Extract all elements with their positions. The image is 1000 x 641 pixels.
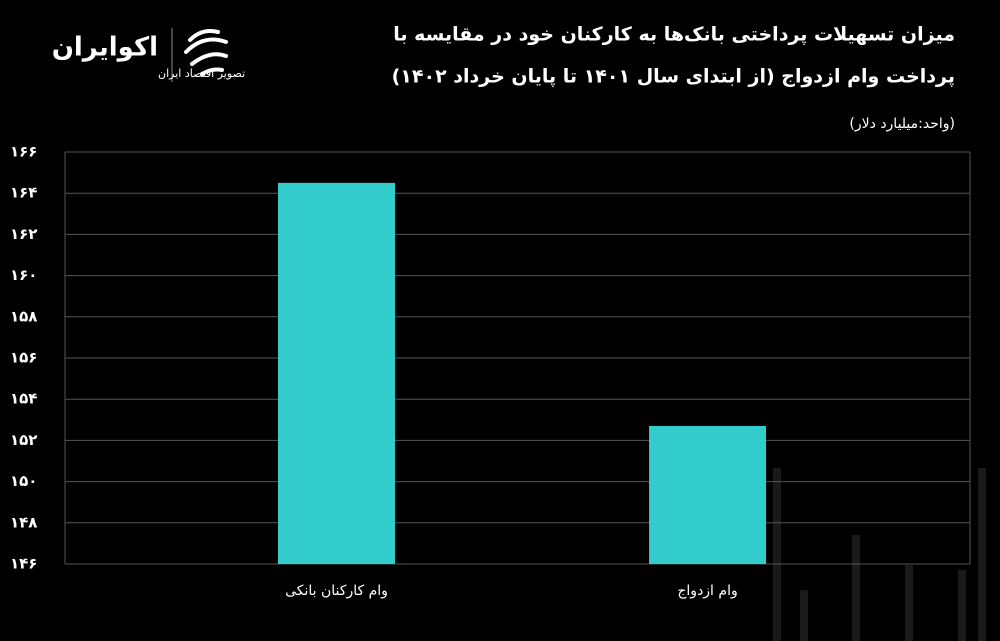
- chart-title: میزان تسهیلات پرداختی بانک‌ها به کارکنان…: [393, 24, 955, 46]
- y-tick-label: ۱۵۴: [10, 390, 37, 408]
- y-tick-label: ۱۶۴: [10, 184, 37, 202]
- chart-subtitle: (واحد:میلیارد دلار): [849, 116, 955, 132]
- bar: [278, 182, 395, 564]
- chart-title: پرداخت وام ازدواج (از ابتدای سال ۱۴۰۱ تا…: [392, 66, 955, 88]
- y-tick-label: ۱۴۸: [10, 513, 37, 531]
- y-tick-label: ۱۵۰: [10, 472, 37, 490]
- bar: [649, 425, 767, 564]
- y-tick-label: ۱۵۶: [10, 349, 37, 367]
- logo-name: اکوایران: [52, 33, 158, 63]
- y-tick-label: ۱۶۲: [10, 225, 37, 243]
- x-tick-label: وام ازدواج: [677, 583, 737, 599]
- background-decor: [773, 468, 986, 641]
- x-tick-label: وام کارکنان بانکی: [285, 583, 388, 599]
- logo-icon: [184, 29, 228, 76]
- y-tick-label: ۱۴۶: [10, 555, 37, 573]
- y-tick-label: ۱۶۰: [10, 266, 37, 284]
- y-tick-label: ۱۵۸: [10, 307, 37, 325]
- y-tick-label: ۱۶۶: [10, 143, 37, 161]
- y-tick-label: ۱۵۲: [10, 431, 37, 449]
- logo-tagline: تصویر اقتصاد ایران: [158, 67, 245, 80]
- logo: اکوایران تصویر اقتصاد ایران: [52, 28, 245, 82]
